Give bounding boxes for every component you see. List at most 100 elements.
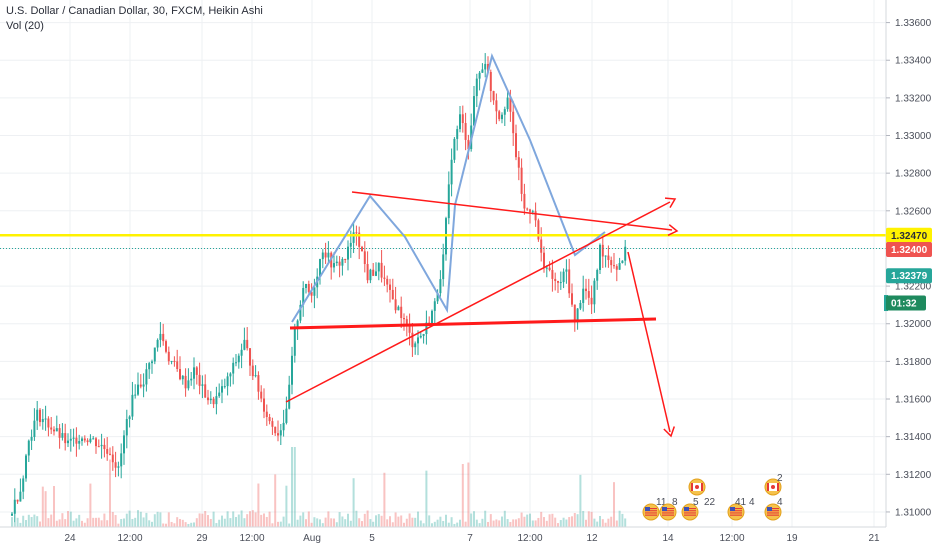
candle-body xyxy=(554,278,557,281)
volume-bar xyxy=(106,520,109,527)
candle-body xyxy=(447,184,450,219)
candle-body xyxy=(193,367,195,379)
candle-body xyxy=(601,244,604,257)
volume-bar xyxy=(254,512,257,527)
price-tick-label: 1.33200 xyxy=(895,93,932,104)
candle-body xyxy=(170,360,173,362)
candle-body xyxy=(551,269,554,279)
us-flag-canton xyxy=(730,507,735,511)
candle-body xyxy=(235,362,237,364)
candle-body xyxy=(397,306,400,311)
volume-bar xyxy=(349,520,352,527)
volume-bar xyxy=(347,513,349,527)
volume-bar xyxy=(495,519,498,527)
volume-bar xyxy=(419,520,422,527)
candle-body xyxy=(120,453,123,467)
candle-body xyxy=(473,96,475,126)
volume-bar xyxy=(50,514,53,527)
candle-body xyxy=(537,220,540,240)
candle-body xyxy=(450,159,453,185)
candle-body xyxy=(419,335,422,338)
candle-body xyxy=(83,438,86,441)
volume-bar xyxy=(456,522,459,527)
volume-bar xyxy=(288,523,291,527)
volume-bar xyxy=(313,517,316,527)
volume-bar xyxy=(153,514,156,527)
candle-body xyxy=(341,258,344,266)
volume-indicator-label[interactable]: Vol (20) xyxy=(6,20,44,32)
candle-body xyxy=(582,288,585,303)
volume-bar xyxy=(156,511,159,527)
candle-body xyxy=(184,375,187,389)
volume-bar xyxy=(207,515,209,527)
candle-body xyxy=(190,378,193,381)
volume-bar xyxy=(67,511,69,527)
volume-bar xyxy=(162,523,165,527)
time-tick-label: 24 xyxy=(64,533,76,544)
volume-bar xyxy=(545,520,548,527)
volume-bar xyxy=(53,486,55,527)
candle-body xyxy=(327,252,330,258)
volume-bar xyxy=(193,522,195,527)
down-arrow-line xyxy=(627,251,671,433)
candle-body xyxy=(187,380,190,389)
volume-bar xyxy=(277,521,279,527)
volume-bar xyxy=(103,513,106,527)
candle-body xyxy=(431,310,433,324)
candle-body xyxy=(489,71,492,92)
candle-body xyxy=(53,429,55,432)
candle-body xyxy=(618,263,621,270)
volume-bar xyxy=(324,517,327,527)
volume-bar xyxy=(212,511,215,527)
volume-bar xyxy=(613,482,615,527)
volume-bar xyxy=(372,521,375,527)
volume-bar xyxy=(83,522,86,527)
candle-body xyxy=(579,302,582,309)
candle-body xyxy=(369,269,372,281)
time-tick-label: 12:00 xyxy=(517,533,542,544)
economic-events: 11 8 5 22 41 424 xyxy=(642,473,783,521)
volume-bar xyxy=(299,515,302,527)
volume-bar xyxy=(249,511,251,527)
candle-body xyxy=(165,341,167,352)
candle-body xyxy=(44,418,47,420)
us-flag-stripe xyxy=(684,510,696,512)
candle-body xyxy=(128,416,131,420)
volume-bar xyxy=(529,513,531,527)
volume-bar xyxy=(27,514,30,527)
candle-body xyxy=(125,419,128,436)
candle-body xyxy=(296,320,299,329)
volume-bar xyxy=(344,519,347,527)
candle-body xyxy=(461,114,464,124)
volume-bar xyxy=(47,518,50,527)
volume-bar xyxy=(260,514,263,527)
volume-bar xyxy=(319,519,321,527)
us-flag-stripe xyxy=(730,514,742,516)
candle-body xyxy=(442,254,445,280)
candle-body xyxy=(249,348,251,366)
event-count-label: 4 xyxy=(777,497,783,508)
us-flag-canton xyxy=(645,507,650,511)
price-tick-label: 1.33600 xyxy=(895,18,932,29)
us-flag-stripe xyxy=(767,512,779,514)
volume-bar xyxy=(475,519,478,527)
volume-bar xyxy=(307,511,310,527)
candle-body xyxy=(361,246,363,252)
volume-bar xyxy=(170,521,173,527)
volume-bar xyxy=(293,447,296,527)
symbol-title[interactable]: U.S. Dollar / Canadian Dollar, 30, FXCM,… xyxy=(6,5,263,17)
volume-bar xyxy=(543,517,545,527)
volume-bar xyxy=(377,514,380,527)
candle-body xyxy=(498,111,501,120)
candle-body xyxy=(19,491,22,502)
price-tick-label: 1.32000 xyxy=(895,319,932,330)
candle-body xyxy=(201,384,204,386)
candle-body xyxy=(571,293,573,305)
candle-body xyxy=(25,455,27,479)
candle-body xyxy=(251,365,254,377)
candle-body xyxy=(41,419,44,423)
candle-body xyxy=(212,398,215,405)
bid-price-tag: 1.32400 xyxy=(891,245,928,256)
